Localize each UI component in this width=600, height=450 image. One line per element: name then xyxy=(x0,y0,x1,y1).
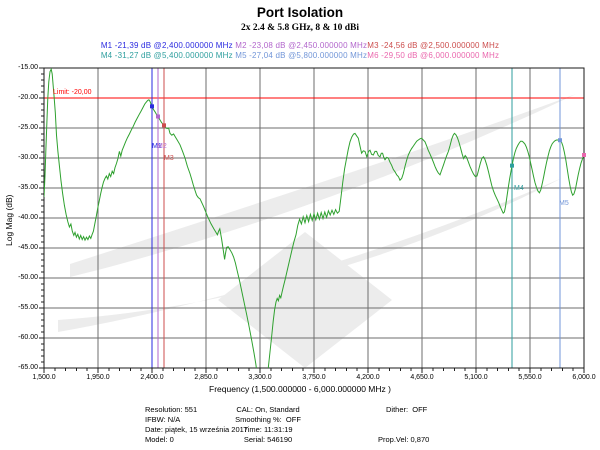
marker-dot-M5 xyxy=(558,138,562,143)
x-tick-label: 3,300.0 xyxy=(248,374,272,381)
y-tick-label: -15.00 xyxy=(18,64,38,71)
marker-readout-row-1: M1 -21,39 dB @2,400.000000 MHz M2 -23,08… xyxy=(0,41,600,50)
footer-date: Date: piątek, 15 września 2017 xyxy=(145,425,248,434)
marker-dot-M6 xyxy=(582,153,586,157)
x-tick-label: 4,200.0 xyxy=(356,374,380,381)
y-tick-label: -55.00 xyxy=(18,304,38,311)
footer-dither: Dither: OFF xyxy=(386,405,428,414)
footer-smoothing: Smoothing %: OFF xyxy=(235,415,301,424)
plot-marker-label-M5: M5 xyxy=(559,200,569,207)
x-tick-label: 5,100.0 xyxy=(464,374,488,381)
marker-readout-M5: M5 -27,04 dB @5,800.000000 MHz xyxy=(235,51,368,60)
marker-dot-M3 xyxy=(162,123,166,128)
y-tick-label: -45.00 xyxy=(18,244,38,251)
y-tick-label: -35.00 xyxy=(18,184,38,191)
footer-cal: CAL: On, Standard xyxy=(236,405,300,414)
y-tick-label: -40.00 xyxy=(18,214,38,221)
x-axis-title: Frequency (1,500.000000 - 6,000.000000 M… xyxy=(209,384,391,394)
x-tick-label: 5,550.0 xyxy=(518,374,542,381)
marker-dot-M1 xyxy=(150,104,154,109)
x-tick-label: 3,750.0 xyxy=(302,374,326,381)
y-tick-label: -65.00 xyxy=(18,364,38,371)
trace-line xyxy=(44,68,584,368)
footer-resolution: Resolution: 551 xyxy=(145,405,198,414)
footer-serial: Serial: 546190 xyxy=(243,435,293,444)
plot-marker-label-M3: M3 xyxy=(164,155,174,162)
y-tick-label: -30.00 xyxy=(18,154,38,161)
y-tick-label: -25.00 xyxy=(18,124,38,131)
watermark-logo xyxy=(58,94,576,368)
plot-frame xyxy=(43,67,585,369)
x-tick-label: 4,650.0 xyxy=(410,374,434,381)
marker-readout-M6: M6 -29,50 dB @6,000.000000 MHz xyxy=(367,51,500,60)
marker-dot-M2 xyxy=(156,114,160,119)
plot-marker-label-M2: M2 xyxy=(157,143,167,150)
y-tick-label: -50.00 xyxy=(18,274,38,281)
grid xyxy=(43,67,585,369)
x-tick-label: 2,400.0 xyxy=(140,374,164,381)
footer-time: Time: 11:31:19 xyxy=(243,425,293,434)
marker-readout-M3: M3 -24,56 dB @2,500.000000 MHz xyxy=(367,41,500,50)
footer-propvel: Prop.Vel: 0,870 xyxy=(378,435,430,444)
x-tick-label: 6,000.0 xyxy=(572,374,596,381)
limit-line-label: Limit: -20,00 xyxy=(53,89,92,96)
marker-readout-row-2: M4 -31,27 dB @5,400.000000 MHz M5 -27,04… xyxy=(0,51,600,60)
x-tick-label: 2,850.0 xyxy=(194,374,218,381)
page-subtitle: 2x 2.4 & 5.8 GHz, 8 & 10 dBi xyxy=(241,23,359,33)
y-tick-label: -60.00 xyxy=(18,334,38,341)
x-tick-label: 1,950.0 xyxy=(86,374,110,381)
axis-ticks xyxy=(39,67,585,373)
marker-readout-M1: M1 -21,39 dB @2,400.000000 MHz xyxy=(100,41,236,50)
plot-marker-label-M4: M4 xyxy=(514,185,524,192)
page-title: Port Isolation xyxy=(256,5,344,20)
plot-marker-label-M1: M1 xyxy=(152,143,162,150)
footer-model: Model: 0 xyxy=(145,435,174,444)
marker-readout-M4: M4 -31,27 dB @5,400.000000 MHz xyxy=(100,51,236,60)
marker-dot-M4 xyxy=(510,163,514,168)
x-tick-label: 1,500.0 xyxy=(32,374,56,381)
footer-ifbw: IFBW: N/A xyxy=(145,415,181,424)
y-tick-label: -20.00 xyxy=(18,94,38,101)
marker-readout-M2: M2 -23,08 dB @2,450.000000 MHz xyxy=(235,41,368,50)
